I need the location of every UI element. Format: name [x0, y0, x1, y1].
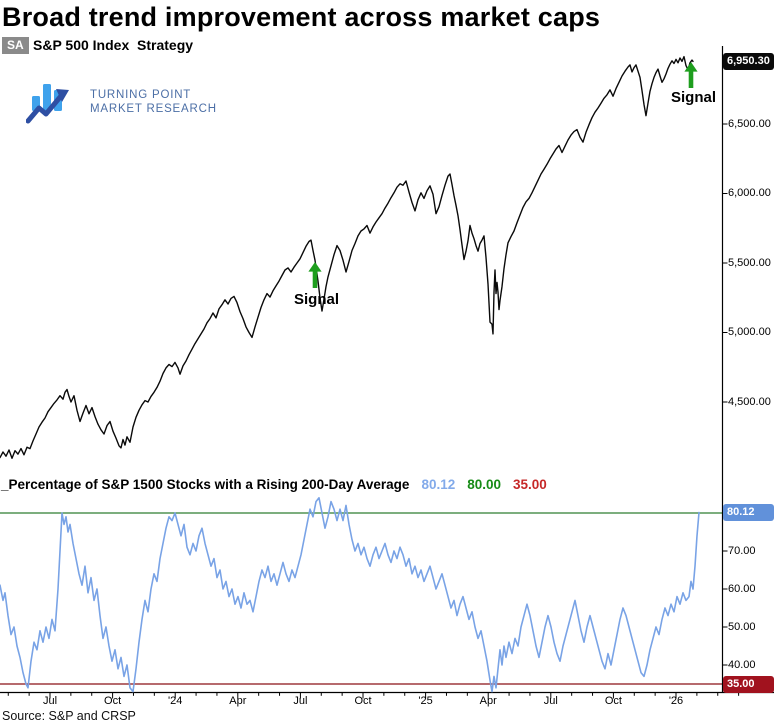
signal-annotation-2: Signal: [671, 89, 717, 106]
y-tick-label: 50.00: [728, 620, 756, 633]
y-tick-label: 6,500.00: [728, 117, 771, 130]
x-tick-label: Oct: [104, 695, 122, 707]
y-tick-label: 6,000.00: [728, 187, 771, 199]
logo-line2: MARKET RESEARCH: [90, 103, 217, 115]
logo-wordmark: TURNING POINT MARKET RESEARCH: [90, 88, 217, 116]
upper-threshold-value: 80.00: [467, 477, 502, 492]
x-tick-label: Jul: [42, 695, 58, 707]
x-tick-label: Oct: [604, 695, 622, 707]
x-tick-label: Oct: [354, 695, 372, 707]
turning-point-logo-icon: [26, 84, 69, 124]
x-tick-label: '24: [168, 695, 183, 707]
strategy-badge: SA: [2, 37, 29, 54]
y-tick-label: 60.00: [728, 582, 756, 595]
last-price-box: 6,950.30: [723, 52, 774, 70]
chart-subtitle: S&P 500 Index Strategy: [33, 37, 194, 53]
y-tick-label: 5,500.00: [728, 256, 771, 269]
page-title: Broad trend improvement across market ca…: [2, 2, 601, 32]
oscillator-title-row: _Percentage of S&P 1500 Stocks with a Ri…: [1, 477, 547, 492]
logo-line1: TURNING POINT: [90, 89, 192, 101]
y-tick-label: 40.00: [728, 658, 756, 671]
y-tick-label: 5,000.00: [728, 326, 771, 338]
x-tick-label: Jul: [293, 695, 308, 707]
x-tick-label: Apr: [479, 695, 497, 707]
source-note: Source: S&P and CRSP: [2, 709, 136, 723]
x-tick-label: '26: [668, 695, 684, 707]
x-tick-label: '25: [418, 695, 433, 707]
oscillator-title: _Percentage of S&P 1500 Stocks with a Ri…: [1, 477, 410, 492]
oscillator-value-box: 80.12: [723, 504, 774, 522]
x-tick-label: Apr: [229, 695, 247, 707]
y-tick-label: 4,500.00: [728, 395, 771, 408]
lower-threshold-value: 35.00: [513, 477, 547, 492]
signal-annotation-1: Signal: [294, 291, 340, 308]
x-tick-label: Jul: [543, 695, 558, 707]
oscillator-current-value: 80.12: [421, 477, 456, 492]
lower-threshold-box: 35.00: [723, 675, 774, 693]
y-tick-label: 70.00: [728, 544, 756, 557]
